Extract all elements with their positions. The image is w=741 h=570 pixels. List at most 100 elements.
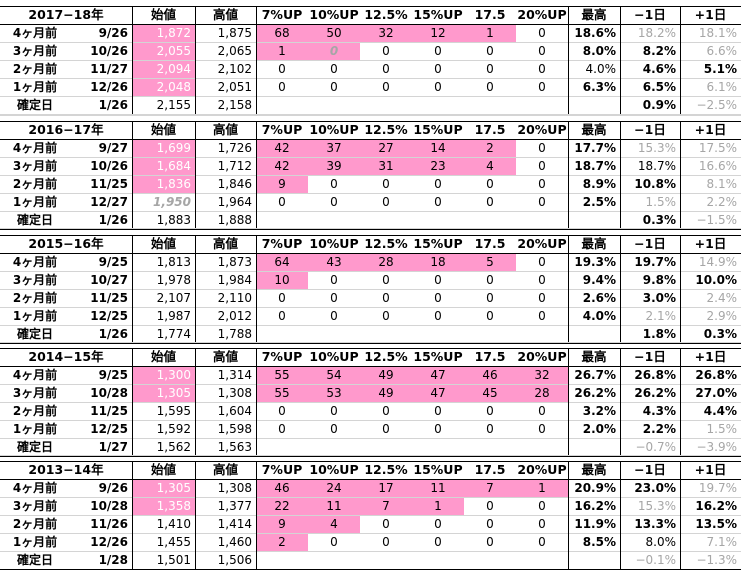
level-count: 0 — [486, 535, 494, 549]
confirm-label: 確定日 — [16, 327, 53, 341]
row-date: 9/26 — [98, 481, 128, 495]
max-pct: 26.2% — [574, 386, 616, 400]
level-count: 0 — [486, 291, 494, 305]
confirm-minus1: −0.1% — [635, 553, 676, 567]
level-count: 0 — [538, 44, 546, 58]
gridline — [0, 497, 741, 498]
max-pct: 26.7% — [574, 368, 616, 382]
plus1-pct: 4.4% — [703, 404, 737, 418]
level-count: 43 — [308, 253, 360, 271]
level-count: 0 — [538, 141, 546, 155]
column-header: 15%UP — [413, 236, 463, 251]
minus1-pct: 18.7% — [637, 159, 676, 173]
gridline — [0, 551, 741, 552]
level-count: 53 — [308, 384, 360, 402]
gridline — [0, 455, 741, 456]
year-block: 2015−16年 始値 高値 7%UP 10%UP 12.5% 15%UP 17.5 20%UP… — [0, 235, 741, 344]
row-label: 3ヶ月前 — [12, 159, 58, 173]
confirm-date: 1/27 — [98, 440, 128, 454]
plus1-pct: 5.1% — [703, 62, 737, 76]
confirm-plus1: −2.5% — [696, 98, 737, 112]
column-header: −1日 — [634, 236, 666, 251]
row-date: 11/25 — [90, 291, 128, 305]
column-header: 高値 — [212, 236, 238, 251]
minus1-pct: 19.7% — [634, 255, 676, 269]
divider — [568, 348, 569, 456]
row-date: 9/27 — [98, 141, 128, 155]
gridline — [0, 271, 741, 272]
minus1-pct: 26.2% — [634, 386, 676, 400]
row-label: 1ヶ月前 — [12, 80, 58, 94]
open-price: 2,094 — [132, 60, 195, 78]
gridline — [0, 533, 741, 534]
open-price: 1,699 — [132, 139, 195, 157]
row-label: 2ヶ月前 — [12, 177, 58, 191]
column-header: 7%UP — [261, 349, 303, 364]
column-header: 高値 — [212, 7, 238, 22]
level-count: 28 — [516, 384, 568, 402]
table-row: 2ヶ月前 11/25 1,836 1,846 9 0 0 0 0 0 8.9% 10.8% 8.1% — [0, 175, 741, 193]
max-pct: 8.5% — [582, 535, 616, 549]
level-count: 64 — [256, 253, 308, 271]
level-count: 0 — [330, 422, 338, 436]
row-label: 3ヶ月前 — [12, 44, 58, 58]
open-price: 1,872 — [132, 24, 195, 42]
divider — [195, 121, 196, 229]
confirm-open: 1,562 — [156, 440, 191, 454]
divider — [132, 6, 133, 114]
level-count: 9 — [256, 175, 308, 193]
level-count: 0 — [434, 517, 442, 531]
column-header: 10%UP — [309, 462, 359, 477]
level-count: 55 — [256, 384, 308, 402]
level-count: 0 — [486, 177, 494, 191]
column-header: 始値 — [150, 236, 176, 251]
column-header: 12.5% — [364, 462, 408, 477]
level-count: 0 — [538, 177, 546, 191]
column-header: 10%UP — [309, 236, 359, 251]
year-title: 2017−18年 — [28, 7, 104, 22]
confirm-date: 1/26 — [98, 327, 128, 341]
level-count: 0 — [486, 62, 494, 76]
level-count: 32 — [516, 366, 568, 384]
confirm-high: 1,888 — [217, 213, 252, 227]
table-row: 1ヶ月前 12/26 1,455 1,460 2 0 0 0 0 0 8.5% 8.0% 7.1% — [0, 533, 741, 551]
divider — [620, 235, 621, 343]
table-row: 3ヶ月前 10/27 1,978 1,984 10 0 0 0 0 0 9.4% 9.8% 10.0% — [0, 271, 741, 289]
row-label: 1ヶ月前 — [12, 195, 58, 209]
confirm-label: 確定日 — [16, 440, 53, 454]
level-count: 11 — [412, 479, 464, 497]
row-label: 4ヶ月前 — [12, 255, 58, 269]
divider — [0, 24, 741, 25]
row-label: 4ヶ月前 — [12, 368, 58, 382]
level-count: 0 — [330, 80, 338, 94]
level-count: 46 — [256, 479, 308, 497]
confirm-label: 確定日 — [16, 553, 53, 567]
confirm-date: 1/28 — [98, 553, 128, 567]
plus1-pct: 27.0% — [695, 386, 737, 400]
confirm-row: 確定日 1/27 1,562 1,563 −0.7% −3.9% — [0, 438, 741, 456]
high-price: 1,846 — [217, 177, 252, 191]
max-pct: 4.0% — [585, 62, 617, 76]
divider — [256, 348, 257, 456]
column-header: 15%UP — [413, 462, 463, 477]
year-title: 2015−16年 — [28, 236, 104, 251]
level-count: 0 — [538, 26, 546, 40]
column-header: 始値 — [150, 462, 176, 477]
gridline — [0, 60, 741, 61]
minus1-pct: 4.6% — [642, 62, 676, 76]
level-count: 0 — [330, 62, 338, 76]
plus1-pct: 6.6% — [706, 44, 738, 58]
level-count: 0 — [538, 62, 546, 76]
level-count: 2 — [256, 533, 308, 551]
column-header: 20%UP — [517, 7, 567, 22]
divider — [132, 121, 133, 229]
level-count: 0 — [486, 44, 494, 58]
row-label: 4ヶ月前 — [12, 141, 58, 155]
confirm-plus1: −1.3% — [696, 553, 737, 567]
gridline — [0, 342, 741, 343]
confirm-plus1: −3.9% — [696, 440, 737, 454]
max-pct: 8.9% — [582, 177, 616, 191]
level-count: 31 — [360, 157, 412, 175]
open-price: 1,410 — [156, 517, 191, 531]
level-count: 0 — [382, 291, 390, 305]
